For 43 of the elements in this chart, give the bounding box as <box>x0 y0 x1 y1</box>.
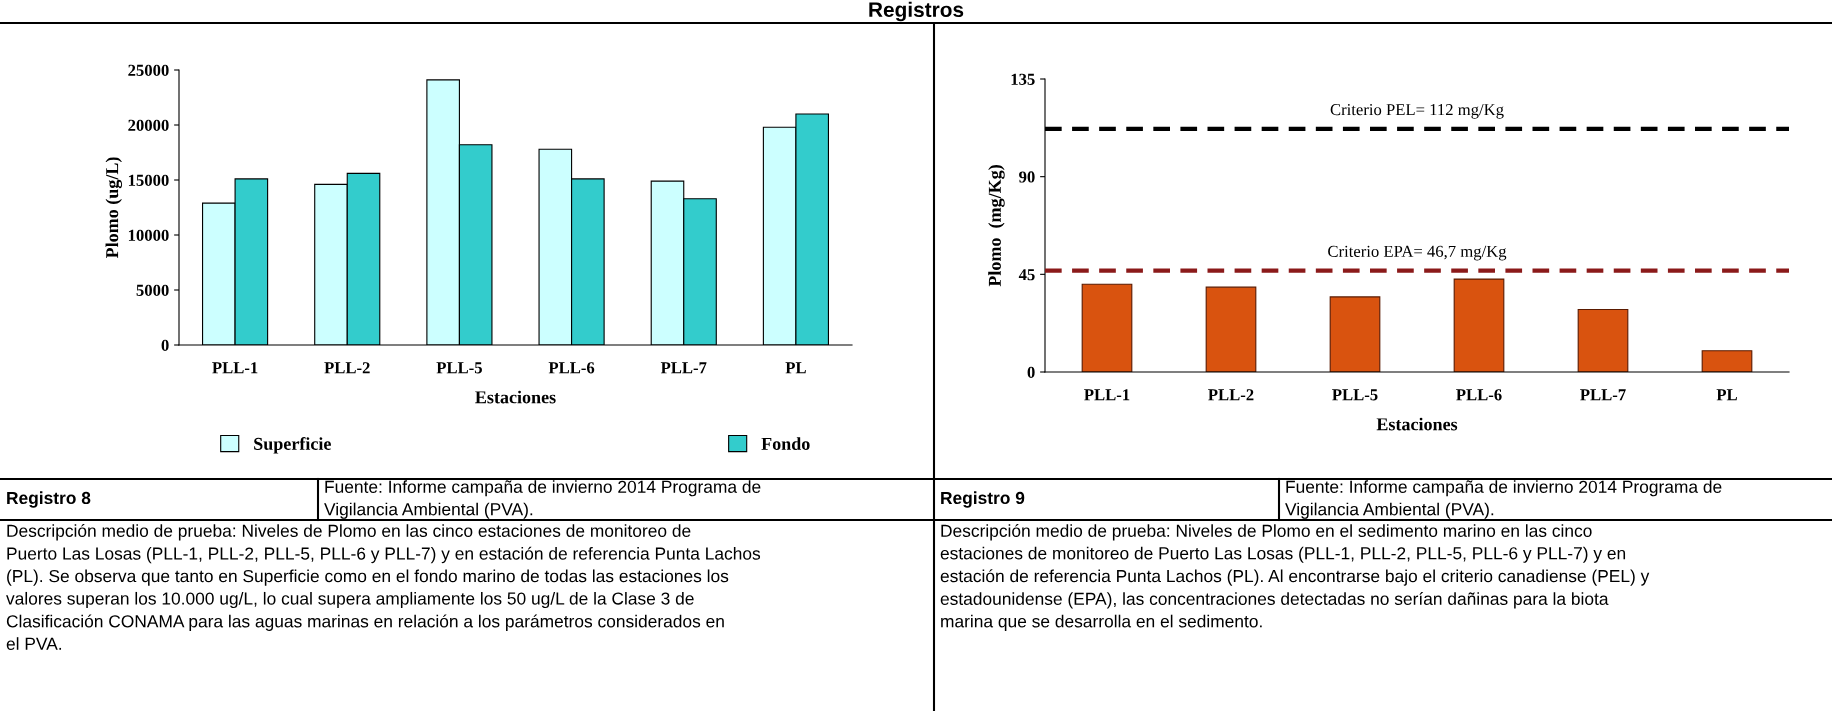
x-tick-label: PLL-7 <box>1580 389 1626 401</box>
x-tick-label: PLL-5 <box>1332 389 1378 401</box>
y-axis-title: Plomo (mg/Kg) <box>988 165 1005 287</box>
x-tick-label: PLL-5 <box>436 362 482 374</box>
text: Descripción medio de prueba: Niveles de Plomo en el sedimento marino en las cinco estaciones de monitoreo de Puerto Las Losas (PLL-1, PLL-2, PLL-5, PLL-6 y PLL-7) y en estación de referencia Punta Lachos (PL). Al encontrarse bajo el criterio canadiense (PEL) y estadounidense (EPA), las concentraciones detectadas no serían dañinas para la biota marina que se desarrolla en el sedimento. <box>940 524 1650 631</box>
ref-line-label: Criterio PEL= 112 mg/Kg <box>1330 104 1504 119</box>
y-tick-label: 0 <box>161 339 169 351</box>
y-tick-label: 0 <box>1027 366 1035 378</box>
x-axis-title: Estaciones <box>475 390 556 404</box>
bar <box>1577 308 1629 372</box>
bar <box>1453 278 1505 372</box>
text: Registros <box>869 1 964 22</box>
y-tick-label: 5000 <box>136 284 169 296</box>
y-axis-title: Plomo (ug/L) <box>105 157 123 259</box>
y-tick-label: 135 <box>1011 73 1035 85</box>
bar <box>1329 296 1381 372</box>
text: Registro 9 <box>941 491 1025 508</box>
y-tick-label: 90 <box>1019 171 1035 183</box>
x-tick-label: PLL-2 <box>324 362 370 374</box>
y-tick-label: 25000 <box>128 64 169 76</box>
y-tick-label: 10000 <box>128 229 169 241</box>
bar <box>1205 286 1257 372</box>
y-tick-label: 15000 <box>128 174 169 186</box>
text: Registro 8 <box>7 491 91 508</box>
x-tick-label: PLL-6 <box>548 362 595 374</box>
text: Descripción medio de prueba: Niveles de Plomo en las cinco estaciones de monitoreo de Puerto Las Losas (PLL-1, PLL-2, PLL-5, PLL-6 y PLL-7) y en estación de referencia Punta Lachos (PL). Se observa que tanto en Superficie como en el fondo marino de todas las estaciones los valores superan los 10.000 ug/L, lo cual supera ampliamente los 50 ug/L de la Clase 3 de Clasificación CONAMA para las aguas marinas en relación a los parámetros considerados en el PVA. <box>6 524 761 650</box>
x-tick-label: PLL-2 <box>1208 389 1254 401</box>
source-note: Fuente: Informe campaña de invierno 2014 Programa de Vigilancia Ambiental (PVA). <box>1285 480 1722 519</box>
legend-label: Superficie <box>254 437 331 454</box>
x-tick-label: PLL-6 <box>1456 389 1502 401</box>
y-tick-label: 45 <box>1018 269 1035 281</box>
x-tick-label: PLL-1 <box>212 362 258 374</box>
ref-line-label: Criterio EPA= 46,7 mg/Kg <box>1328 245 1507 261</box>
x-tick-label: PL <box>785 362 806 374</box>
bar <box>1701 350 1753 372</box>
x-tick-label: PL <box>1716 389 1737 401</box>
x-axis-title: Estaciones <box>1376 417 1458 431</box>
x-tick-label: PLL-7 <box>660 362 707 374</box>
y-tick-label: 20000 <box>128 119 169 131</box>
x-tick-label: PLL-1 <box>1084 389 1130 401</box>
source-note: Fuente: Informe campaña de invierno 2014 Programa de Vigilancia Ambiental (PVA). <box>324 480 761 519</box>
bar <box>1081 283 1133 372</box>
legend-label: Fondo <box>761 437 810 450</box>
